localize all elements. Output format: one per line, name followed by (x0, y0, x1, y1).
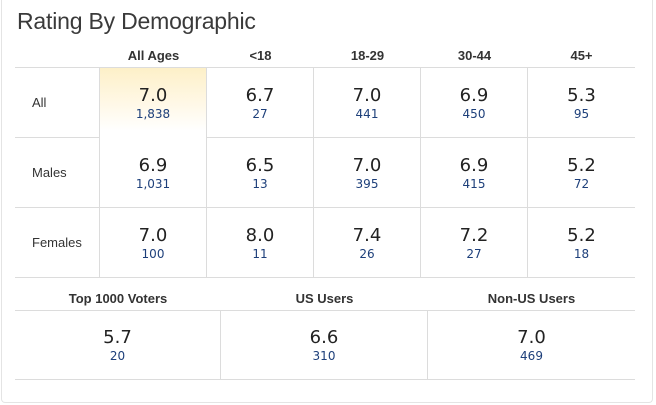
rating-value: 6.6 (309, 327, 339, 348)
rating-value: 7.0 (138, 225, 168, 246)
rating-cell-us-users[interactable]: 6.6 310 (221, 311, 428, 380)
vote-count: 469 (520, 349, 543, 363)
row-label-males: Males (15, 138, 100, 208)
rating-cell-males-18-29[interactable]: 7.0 395 (314, 138, 421, 208)
vote-count: 310 (312, 349, 336, 363)
vote-count: 1,838 (135, 107, 171, 121)
rating-cell-all-45-plus[interactable]: 5.3 95 (528, 68, 635, 138)
group-header-us-users: US Users (295, 291, 354, 306)
vote-count: 1,031 (135, 177, 171, 191)
rating-cell-females-30-44[interactable]: 7.2 27 (421, 208, 528, 278)
rating-cell-females-18-29[interactable]: 7.4 26 (314, 208, 421, 278)
rating-value: 6.9 (459, 155, 489, 176)
vote-count: 441 (355, 107, 379, 121)
rating-value: 5.2 (567, 225, 596, 246)
table-row-all: All 7.0 1,838 6.7 27 7.0 441 6.9 450 5.3… (15, 68, 635, 138)
vote-count: 18 (573, 247, 590, 261)
rating-cell-non-us-users[interactable]: 7.0 469 (428, 311, 635, 380)
rating-value: 5.2 (567, 155, 596, 176)
rating-cell-all-all-ages[interactable]: 7.0 1,838 (100, 68, 207, 138)
rating-cell-males-under-18[interactable]: 6.5 13 (207, 138, 314, 208)
rating-value: 7.0 (352, 155, 382, 176)
rating-value: 7.0 (138, 85, 168, 106)
vote-count: 395 (355, 177, 379, 191)
table-row-males: Males 6.9 1,031 6.5 13 7.0 395 6.9 415 5… (15, 138, 635, 208)
column-header-all-ages: All Ages (127, 48, 180, 63)
rating-value: 7.0 (517, 327, 546, 348)
vote-count: 72 (573, 177, 590, 191)
group-header-row: Top 1000 Voters US Users Non-US Users (15, 291, 635, 309)
group-header-non-us-users: Non-US Users (487, 291, 576, 306)
row-label-females: Females (15, 208, 100, 278)
column-header-under-18: <18 (249, 48, 272, 63)
group-header-top-1000-voters: Top 1000 Voters (68, 291, 168, 306)
demographic-rating-table: All 7.0 1,838 6.7 27 7.0 441 6.9 450 5.3… (15, 67, 635, 278)
vote-count: 13 (252, 177, 268, 191)
column-header-18-29: 18-29 (350, 48, 385, 63)
panel-title: Rating By Demographic (17, 8, 256, 34)
rating-value: 6.9 (138, 155, 168, 176)
rating-cell-females-45-plus[interactable]: 5.2 18 (528, 208, 635, 278)
vote-count: 26 (359, 247, 375, 261)
rating-value: 6.7 (245, 85, 275, 106)
vote-count: 27 (252, 107, 268, 121)
rating-value: 6.9 (459, 85, 489, 106)
row-label-all: All (15, 68, 100, 138)
rating-cell-males-45-plus[interactable]: 5.2 72 (528, 138, 635, 208)
rating-cell-top-1000-voters[interactable]: 5.7 20 (15, 311, 221, 380)
rating-cell-males-30-44[interactable]: 6.9 415 (421, 138, 528, 208)
rating-cell-males-all-ages[interactable]: 6.9 1,031 (100, 138, 207, 208)
rating-cell-females-all-ages[interactable]: 7.0 100 (100, 208, 207, 278)
column-header-row: All Ages <18 18-29 30-44 45+ (15, 48, 635, 68)
rating-value: 7.0 (352, 85, 382, 106)
vote-count: 415 (462, 177, 486, 191)
vote-count: 100 (141, 247, 165, 261)
rating-value: 8.0 (245, 225, 275, 246)
rating-cell-females-under-18[interactable]: 8.0 11 (207, 208, 314, 278)
rating-cell-all-under-18[interactable]: 6.7 27 (207, 68, 314, 138)
table-row-females: Females 7.0 100 8.0 11 7.4 26 7.2 27 5.2… (15, 208, 635, 278)
column-header-30-44: 30-44 (457, 48, 492, 63)
rating-cell-all-18-29[interactable]: 7.0 441 (314, 68, 421, 138)
rating-value: 5.7 (103, 327, 132, 348)
rating-value: 5.3 (567, 85, 596, 106)
vote-count: 11 (252, 247, 268, 261)
vote-count: 20 (109, 349, 126, 363)
group-rating-table: 5.7 20 6.6 310 7.0 469 (15, 310, 635, 380)
vote-count: 95 (573, 107, 590, 121)
rating-value: 7.2 (459, 225, 489, 246)
column-header-45-plus: 45+ (570, 48, 593, 63)
vote-count: 450 (462, 107, 486, 121)
rating-value: 6.5 (245, 155, 275, 176)
vote-count: 27 (466, 247, 482, 261)
rating-value: 7.4 (352, 225, 382, 246)
rating-cell-all-30-44[interactable]: 6.9 450 (421, 68, 528, 138)
